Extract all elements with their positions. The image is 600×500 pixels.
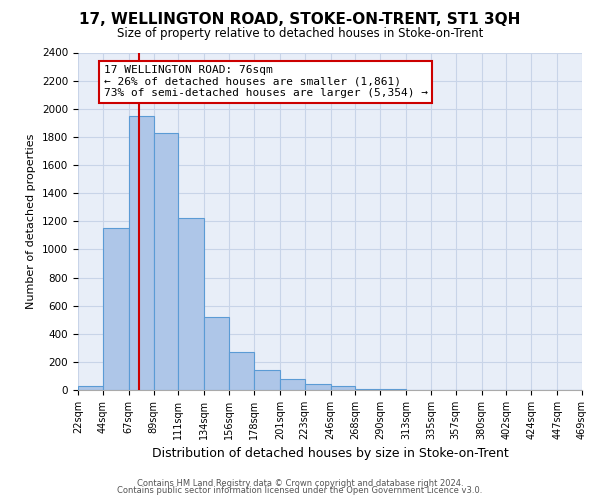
- Bar: [129, 116, 154, 390]
- Y-axis label: Number of detached properties: Number of detached properties: [26, 134, 37, 309]
- Bar: [154, 132, 178, 390]
- Text: Size of property relative to detached houses in Stoke-on-Trent: Size of property relative to detached ho…: [117, 28, 483, 40]
- Bar: [331, 386, 355, 390]
- Text: Contains HM Land Registry data © Crown copyright and database right 2024.: Contains HM Land Registry data © Crown c…: [137, 478, 463, 488]
- Bar: [305, 384, 331, 390]
- Bar: [178, 218, 204, 390]
- X-axis label: Distribution of detached houses by size in Stoke-on-Trent: Distribution of detached houses by size …: [152, 448, 508, 460]
- Bar: [355, 388, 380, 390]
- Text: Contains public sector information licensed under the Open Government Licence v3: Contains public sector information licen…: [118, 486, 482, 495]
- Bar: [78, 386, 103, 390]
- Bar: [103, 228, 129, 390]
- Bar: [280, 380, 305, 390]
- Bar: [229, 352, 254, 390]
- Bar: [204, 317, 229, 390]
- Bar: [254, 370, 280, 390]
- Text: 17, WELLINGTON ROAD, STOKE-ON-TRENT, ST1 3QH: 17, WELLINGTON ROAD, STOKE-ON-TRENT, ST1…: [79, 12, 521, 28]
- Text: 17 WELLINGTON ROAD: 76sqm
← 26% of detached houses are smaller (1,861)
73% of se: 17 WELLINGTON ROAD: 76sqm ← 26% of detac…: [104, 65, 428, 98]
